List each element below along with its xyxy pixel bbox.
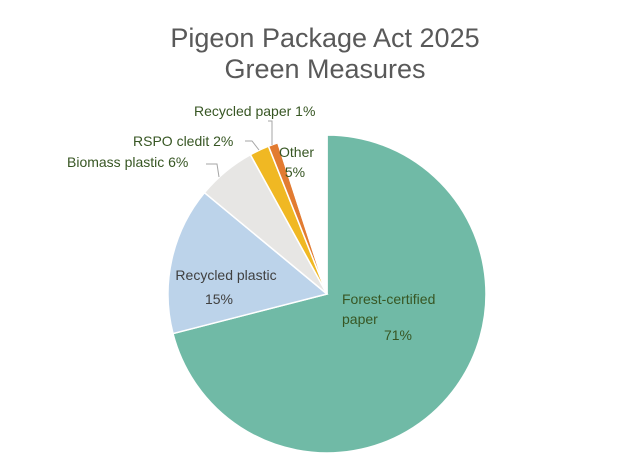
- pie-slice-recycled-plastic: [167, 191, 329, 335]
- chart-title: Pigeon Package Act 2025: [170, 23, 479, 53]
- slice-label-forest-certified-paper: Forest-certified: [342, 291, 435, 307]
- slice-labels: Forest-certified paper 71% Recycled plastic…: [67, 103, 435, 343]
- slice-label-forest-certified-paper: paper: [342, 311, 378, 327]
- leader-lines: [206, 120, 273, 178]
- slice-label-recycled-paper: Recycled paper 1%: [194, 103, 315, 119]
- slice-percent-other: 5%: [285, 164, 305, 180]
- pie-slice-other: [276, 134, 328, 295]
- leader-line-recycled-paper: [268, 120, 273, 145]
- leader-line-biomass-plastic: [206, 163, 220, 178]
- slice-percent-forest-certified-paper: 71%: [384, 327, 412, 343]
- slice-label-biomass-plastic: Biomass plastic 6%: [67, 154, 188, 170]
- chart-subtitle: Green Measures: [224, 54, 425, 84]
- pie-slices: [167, 134, 487, 454]
- leader-line-rspo-cledit: [245, 140, 260, 151]
- slice-label-rspo-cledit: RSPO cledit 2%: [133, 133, 233, 149]
- slice-label-other: Other: [279, 144, 314, 160]
- slice-label-recycled-plastic: Recycled plastic: [175, 267, 276, 283]
- slice-percent-recycled-plastic: 15%: [205, 291, 233, 307]
- pie-slice-forest-certified-paper: [172, 134, 487, 454]
